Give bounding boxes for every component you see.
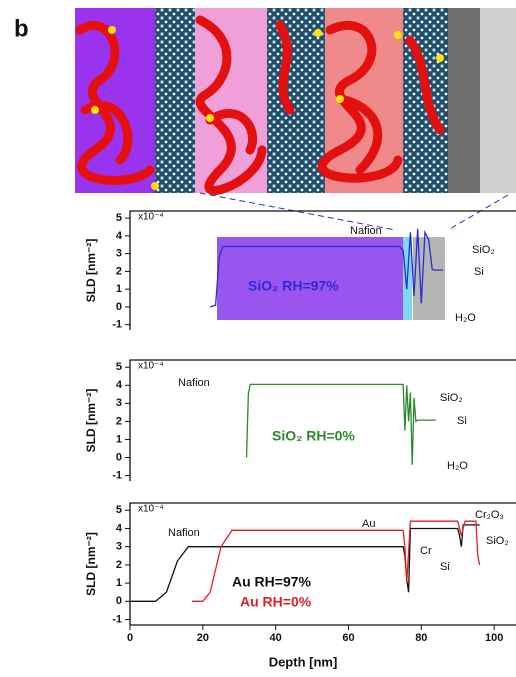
schematic (75, 8, 516, 231)
y-tick-label: 0 (116, 301, 122, 313)
annotation: Si (474, 266, 484, 278)
y-tick-label: 1 (116, 283, 122, 295)
x-tick-label: 100 (485, 632, 503, 644)
y-tick-label: 5 (116, 212, 122, 224)
x-tick-label: 0 (127, 632, 133, 644)
y-tick-label: 2 (116, 559, 122, 571)
legend-label: SiO₂ RH=0% (272, 428, 355, 444)
panel: Nafion SiO₂ Si H₂O SiO₂ RH=97% -1 0 1 2 3 4 5 x… (84, 210, 516, 331)
annotation: SiO₂ (472, 244, 495, 256)
y-tick-label: 3 (116, 541, 122, 553)
annotation: Cr (420, 545, 432, 557)
annotation: SiO₂ (440, 392, 463, 404)
annotation: Si (440, 561, 450, 573)
y-tick-label: 4 (116, 379, 123, 391)
panel: Nafion SiO₂ Si H₂O SiO₂ RH=0% -1 0 1 2 3 4 5 x1… (84, 359, 516, 481)
y-tick-label: 3 (116, 397, 122, 409)
y-tick-label: 0 (116, 451, 122, 463)
annotation: Nafion (168, 527, 200, 539)
legend-label: SiO₂ RH=97% (248, 278, 339, 294)
y-tick-label: -1 (112, 319, 122, 331)
y-tick-label: 1 (116, 433, 122, 445)
y-tick-label: 2 (116, 415, 122, 427)
x-tick-label: 60 (342, 632, 354, 644)
y-tick-label: 4 (116, 230, 123, 242)
y-tick-label: 5 (116, 361, 122, 373)
annotation: H₂O (447, 460, 468, 472)
axis (129, 359, 516, 481)
y-tick-label: 3 (116, 248, 122, 260)
y-multiplier: x10⁻⁴ (138, 361, 164, 372)
y-tick-label: 1 (116, 577, 122, 589)
axis (129, 210, 516, 330)
y-tick-label: 4 (116, 522, 123, 534)
legend-label: Au RH=0% (240, 594, 312, 610)
y-tick-label: 2 (116, 265, 122, 277)
annotation: Nafion (178, 377, 210, 389)
line-series (130, 524, 480, 602)
x-axis-label: Depth [nm] (269, 654, 338, 669)
annotation: SiO₂ (486, 535, 509, 547)
x-tick-label: 80 (415, 632, 427, 644)
y-multiplier: x10⁻⁴ (138, 212, 164, 223)
axis (129, 502, 516, 626)
y-axis-label: SLD [nm⁻²] (84, 239, 98, 303)
annotation: Cr₂O₃ (475, 509, 504, 521)
panel-label: b (14, 15, 29, 42)
annotation: Au (362, 518, 375, 530)
panel: Nafion Au Cr₂O₃ SiO₂ Cr Si Au RH=97% Au … (84, 502, 516, 669)
layer-blocks (217, 237, 445, 320)
y-axis-label: SLD [nm⁻²] (84, 532, 98, 596)
x-tick-label: 20 (197, 632, 209, 644)
line-series (245, 383, 436, 465)
y-tick-label: 0 (116, 595, 122, 607)
line-series (209, 228, 444, 308)
legend-label: Au RH=97% (232, 574, 312, 590)
y-tick-label: -1 (112, 613, 122, 625)
annotation: Si (457, 415, 467, 427)
line-series (191, 520, 481, 602)
annotation: H₂O (455, 312, 476, 324)
x-tick-label: 40 (270, 632, 282, 644)
y-axis-label: SLD [nm⁻²] (84, 389, 98, 453)
y-tick-label: -1 (112, 469, 122, 481)
annotation: Nafion (350, 225, 382, 237)
y-tick-label: 5 (116, 504, 122, 516)
y-multiplier: x10⁻⁴ (138, 504, 164, 515)
